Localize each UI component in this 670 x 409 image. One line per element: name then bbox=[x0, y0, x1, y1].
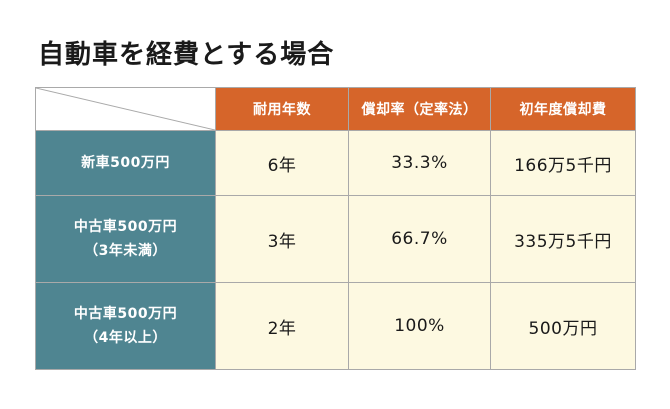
depreciation-table: 耐用年数 償却率（定率法） 初年度償却費 新車500万円 6年 33.3% 16… bbox=[35, 87, 636, 370]
diagonal-divider bbox=[36, 88, 215, 130]
row-label-line: 新車500万円 bbox=[81, 155, 170, 171]
header-depreciation-rate: 償却率（定率法） bbox=[348, 87, 491, 131]
cell-depreciation-rate: 33.3% bbox=[348, 130, 491, 196]
cell-useful-life: 2年 bbox=[215, 282, 349, 370]
corner-cell bbox=[35, 87, 216, 131]
table-row: 新車500万円 6年 33.3% 166万5千円 bbox=[35, 130, 636, 196]
row-label-line: 中古車500万円 bbox=[73, 219, 178, 235]
cell-first-year-depreciation: 500万円 bbox=[490, 282, 636, 370]
table-row: 中古車500万円 （3年未満） 3年 66.7% 335万5千円 bbox=[35, 195, 636, 283]
row-label-used-car-4-plus: 中古車500万円 （4年以上） bbox=[35, 282, 216, 370]
table-header-row: 耐用年数 償却率（定率法） 初年度償却費 bbox=[35, 87, 636, 131]
row-label-line: 中古車500万円 bbox=[73, 306, 178, 322]
header-useful-life: 耐用年数 bbox=[215, 87, 349, 131]
row-label-subline: （3年未満） bbox=[84, 243, 167, 259]
row-label-new-car: 新車500万円 bbox=[35, 130, 216, 196]
row-label-subline: （4年以上） bbox=[84, 330, 167, 346]
cell-first-year-depreciation: 335万5千円 bbox=[490, 195, 636, 283]
cell-depreciation-rate: 100% bbox=[348, 282, 491, 370]
cell-useful-life: 6年 bbox=[215, 130, 349, 196]
table-row: 中古車500万円 （4年以上） 2年 100% 500万円 bbox=[35, 282, 636, 370]
page-title: 自動車を経費とする場合 bbox=[38, 40, 335, 70]
cell-first-year-depreciation: 166万5千円 bbox=[490, 130, 636, 196]
cell-depreciation-rate: 66.7% bbox=[348, 195, 491, 283]
cell-useful-life: 3年 bbox=[215, 195, 349, 283]
header-first-year-depreciation: 初年度償却費 bbox=[490, 87, 636, 131]
row-label-used-car-under-3: 中古車500万円 （3年未満） bbox=[35, 195, 216, 283]
